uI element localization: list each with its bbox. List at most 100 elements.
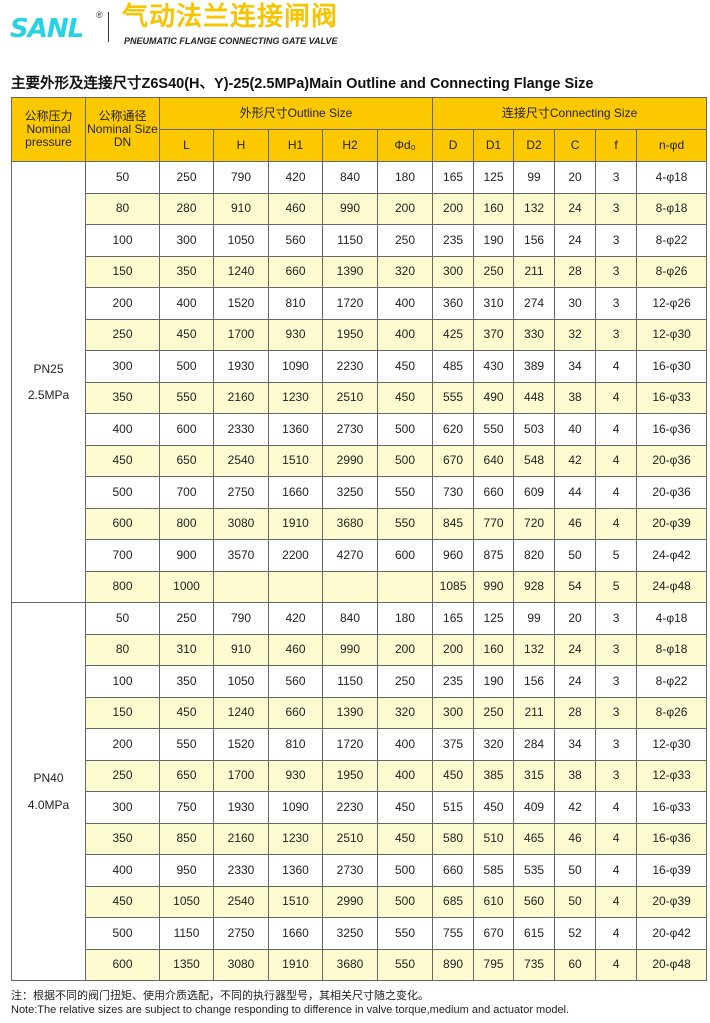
- pressure-cell: PN40 4.0MPa: [11, 602, 86, 981]
- table-cell: 1930: [213, 791, 269, 824]
- table-cell: 600: [85, 948, 160, 981]
- brand-logo: SANL ®: [10, 8, 106, 48]
- table-cell: 8-φ18: [636, 192, 708, 225]
- table-cell: 500: [376, 444, 434, 477]
- table-row: PN40 4.0MPa 50 250 790 420 840 180 165 125 99 20 3 4-…: [11, 602, 708, 981]
- table-cell: 8-φ26: [636, 255, 708, 288]
- pressure-mpa: 4.0MPa: [27, 797, 70, 812]
- table-cell: 930: [268, 759, 323, 792]
- table-cell: 4: [595, 948, 638, 981]
- table-cell: 840: [322, 602, 378, 635]
- table-cell: [376, 570, 434, 603]
- table-cell: 320: [473, 728, 515, 761]
- table-cell: 250: [473, 696, 515, 729]
- table-cell: 448: [513, 381, 556, 414]
- table-cell: 16-φ30: [636, 350, 708, 383]
- column-header: n-φd: [636, 129, 708, 162]
- table-cell: 20-φ36: [636, 444, 708, 477]
- table-cell: 555: [432, 381, 475, 414]
- table-cell: 125: [473, 161, 515, 194]
- table-cell: 3: [595, 665, 638, 698]
- table-cell: [213, 570, 269, 603]
- table-cell: 24-φ42: [636, 539, 708, 572]
- table-cell: 150: [85, 255, 160, 288]
- table-cell: 375: [432, 728, 475, 761]
- table-cell: 770: [473, 507, 515, 540]
- header-size: 公称通径 Nominal Size DN: [85, 97, 160, 162]
- table-cell: 2160: [213, 381, 269, 414]
- table-cell: 200: [376, 633, 434, 666]
- table-cell: 1090: [268, 791, 323, 824]
- table-cell: 400: [376, 318, 434, 351]
- table-cell: 20: [554, 602, 597, 635]
- table-cell: 211: [513, 696, 556, 729]
- table-cell: 1510: [268, 885, 323, 918]
- column-header: H1: [268, 129, 323, 162]
- table-cell: 320: [376, 255, 434, 288]
- table-cell: 3: [595, 224, 638, 257]
- pressure-pressure: PN40: [33, 771, 64, 786]
- table-cell: 1950: [322, 318, 378, 351]
- table-row: 500 1150 2750 1660 3250 550 755 670 615 52 4 20-φ42: [12, 917, 708, 950]
- table-cell: 465: [513, 822, 556, 855]
- pressure-pressure: PN25: [33, 361, 64, 376]
- table-cell: 40: [554, 413, 597, 446]
- table-cell: 3250: [322, 917, 378, 950]
- table-cell: 660: [473, 476, 515, 509]
- table-cell: 1720: [322, 728, 378, 761]
- table-cell: 52: [554, 917, 597, 950]
- table-cell: 450: [432, 759, 475, 792]
- table-cell: 2230: [322, 350, 378, 383]
- table-cell: 20-φ42: [636, 917, 708, 950]
- table-cell: 550: [473, 413, 515, 446]
- table-cell: 250: [376, 665, 434, 698]
- table-cell: 32: [554, 318, 597, 351]
- table-cell: 1360: [268, 413, 323, 446]
- table-cell: 700: [85, 539, 160, 572]
- footnote-cn: 注：根据不同的阀门扭矩、使用介质选配，不同的执行器型号，其相关尺寸随之变化。: [11, 990, 429, 1002]
- table-cell: 250: [376, 224, 434, 257]
- table-cell: 34: [554, 728, 597, 761]
- table-cell: 20-φ36: [636, 476, 708, 509]
- table-cell: 350: [159, 255, 214, 288]
- table-cell: 4: [595, 822, 638, 855]
- table-cell: 310: [473, 287, 515, 320]
- table-cell: 38: [554, 381, 597, 414]
- table-cell: 790: [213, 602, 269, 635]
- table-cell: 3250: [322, 476, 378, 509]
- header-size-en: Nominal Size: [87, 121, 158, 136]
- table-cell: 650: [159, 444, 214, 477]
- table-cell: 16-φ36: [636, 822, 708, 855]
- table-cell: 730: [432, 476, 475, 509]
- header-outline-size: 外形尺寸Outline Size: [158, 97, 434, 130]
- table-cell: 2990: [322, 444, 378, 477]
- table-row: 350 550 2160 1230 2510 450 555 490 448 38 4 16-φ33: [12, 381, 708, 414]
- table-cell: 1930: [213, 350, 269, 383]
- table-cell: 1000: [159, 570, 214, 603]
- table-cell: 16-φ33: [636, 791, 708, 824]
- table-cell: 12-φ33: [636, 759, 708, 792]
- table-row: 700 900 3570 2200 4270 600 960 875 820 50 5 24-φ42: [12, 539, 708, 572]
- table-cell: 3080: [213, 948, 269, 981]
- table-cell: 585: [473, 854, 515, 887]
- table-cell: 500: [85, 917, 160, 950]
- table-cell: 600: [376, 539, 434, 572]
- table-cell: 550: [159, 381, 214, 414]
- table-cell: 1660: [268, 476, 323, 509]
- table-cell: 580: [432, 822, 475, 855]
- table-cell: 200: [432, 192, 475, 225]
- table-cell: 50: [85, 161, 160, 194]
- table-cell: 650: [159, 759, 214, 792]
- table-cell: 409: [513, 791, 556, 824]
- table-cell: 211: [513, 255, 556, 288]
- table-cell: 8-φ18: [636, 633, 708, 666]
- table-cell: 370: [473, 318, 515, 351]
- table-cell: 4: [595, 854, 638, 887]
- table-cell: 755: [432, 917, 475, 950]
- table-cell: 235: [432, 665, 475, 698]
- table-cell: 900: [159, 539, 214, 572]
- table-cell: 389: [513, 350, 556, 383]
- table-cell: 165: [432, 161, 475, 194]
- table-row: 200 400 1520 810 1720 400 360 310 274 30 3 12-φ26: [12, 287, 708, 320]
- column-header: L: [159, 129, 214, 162]
